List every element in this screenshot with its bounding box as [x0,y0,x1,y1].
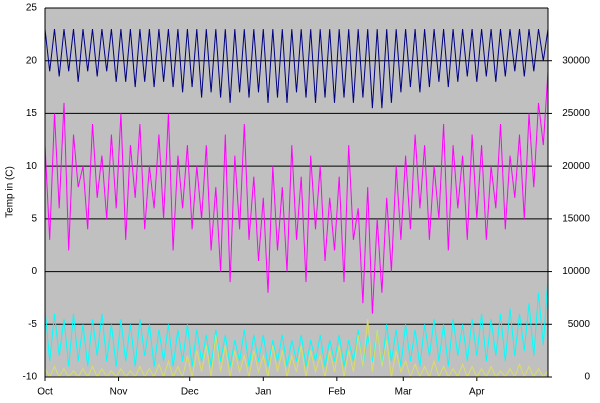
x-tick-label: Jan [255,387,271,398]
y2-tick-label: 10000 [562,266,590,277]
y-tick-label: -10 [23,372,38,383]
x-tick-label: Nov [110,387,128,398]
y-tick-label: 0 [31,266,37,277]
x-tick-label: Apr [469,387,485,398]
y-tick-label: -5 [28,319,37,330]
x-tick-label: Mar [395,387,413,398]
series-line [44,71,549,314]
y-tick-label: 20 [26,55,38,66]
y-tick-label: 15 [26,108,38,119]
y-tick-label: 5 [31,213,37,224]
y-tick-label: 25 [26,3,38,14]
x-tick-label: Feb [328,387,346,398]
y2-tick-label: 0 [584,372,590,383]
y-tick-label: 10 [26,161,38,172]
y2-tick-label: 30000 [562,55,590,66]
y2-tick-label: 25000 [562,108,590,119]
y-axis-label: Temp in (C) [5,166,16,218]
y2-tick-label: 15000 [562,213,590,224]
series-line [44,276,549,367]
x-tick-label: Oct [37,387,53,398]
series-line [44,29,549,109]
x-tick-label: Dec [181,387,199,398]
y2-tick-label: 5000 [568,319,591,330]
y2-tick-label: 20000 [562,161,590,172]
series-line [44,318,549,379]
